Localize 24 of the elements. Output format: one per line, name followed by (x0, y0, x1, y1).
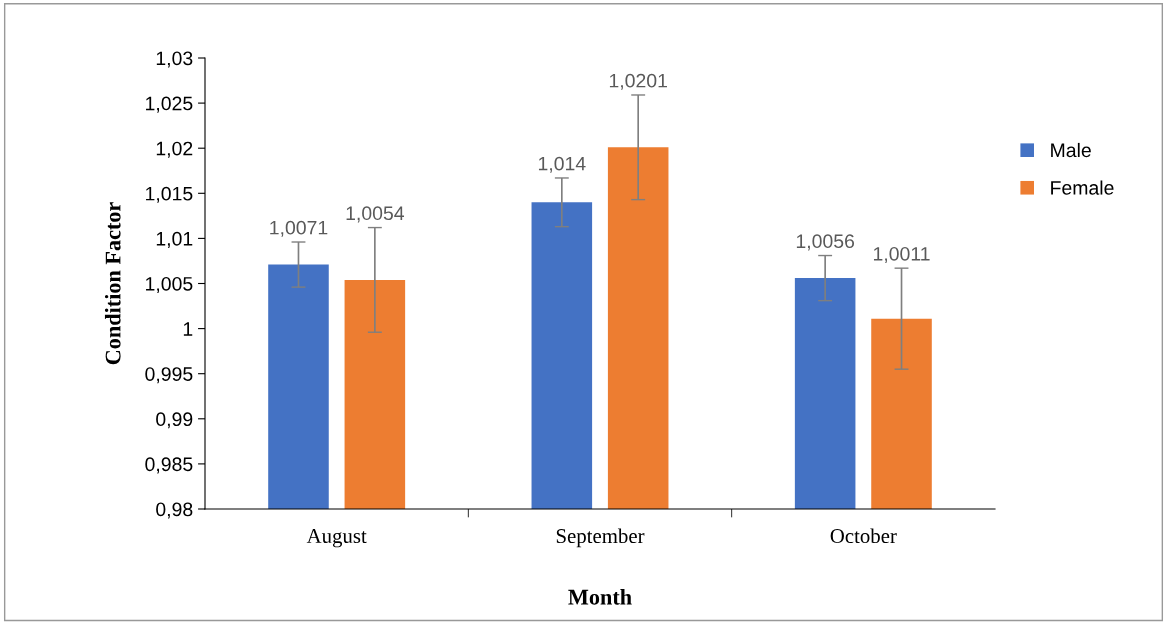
data-label: 1,0056 (796, 234, 855, 251)
y-tick-label: 0,99 (156, 412, 193, 429)
x-tick-label: September (556, 528, 645, 548)
y-tick-label: 1,01 (156, 231, 193, 248)
x-tick-label: August (306, 529, 367, 548)
y-tick-label: 0,995 (145, 367, 193, 384)
y-tick-label: 1,03 (156, 51, 193, 68)
data-label: 1,0054 (346, 206, 405, 223)
legend-label: Female (1051, 180, 1114, 195)
y-tick-label: 1,015 (146, 186, 193, 203)
data-label: 1,0011 (873, 246, 930, 264)
y-tick-label: 1,02 (156, 141, 193, 158)
data-label: 1,0201 (609, 73, 667, 90)
y-tick-label: 1,005 (146, 276, 193, 294)
y-tick-label: 1,025 (146, 96, 193, 113)
data-label: 1,0071 (270, 220, 328, 237)
x-axis-title: Month (568, 589, 632, 605)
legend-label: Male (1051, 142, 1091, 158)
data-label: 1,014 (538, 156, 586, 173)
y-tick-label: 0,98 (156, 502, 193, 519)
y-axis-title: Condition Factor (104, 202, 121, 365)
y-tick-label: 1 (183, 322, 193, 336)
x-tick-label: October (830, 528, 897, 544)
y-tick-label: 0,985 (145, 457, 193, 474)
